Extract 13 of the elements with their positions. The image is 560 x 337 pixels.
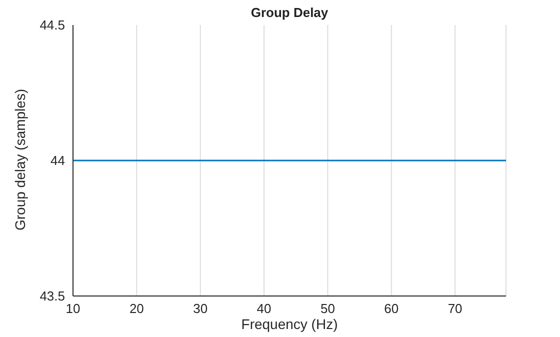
x-tick-label: 50: [320, 301, 335, 316]
y-tick-label: 44.5: [40, 18, 65, 33]
x-tick-label: 60: [384, 301, 399, 316]
x-tick-label: 30: [193, 301, 208, 316]
x-axis-title: Frequency (Hz): [241, 316, 338, 332]
y-tick-label: 44: [50, 153, 65, 168]
y-tick-label: 43.5: [40, 288, 65, 304]
x-tick-label: 40: [256, 301, 272, 316]
y-axis-title: Group delay (samples): [12, 88, 28, 230]
chart-title: Group Delay: [250, 5, 330, 20]
x-tick-label: 70: [448, 301, 462, 316]
x-tick-label: 10: [66, 301, 80, 316]
x-tick-label: 20: [129, 301, 144, 316]
